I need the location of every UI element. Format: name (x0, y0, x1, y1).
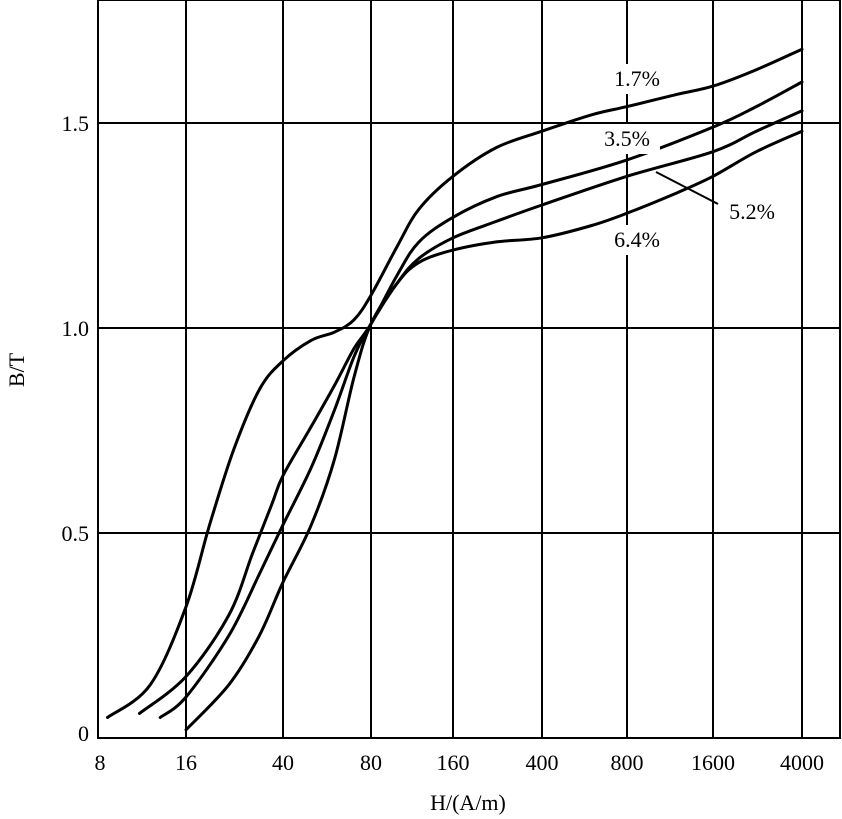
grid-lines (98, 0, 840, 738)
curve-label-1: 1.7% (614, 66, 660, 91)
plot-frame (97, 0, 841, 739)
x-tick-label: 80 (360, 750, 382, 775)
curve-label-3: 5.2% (729, 199, 775, 224)
x-tick-label: 1600 (691, 750, 735, 775)
curve-label-bg (594, 124, 660, 154)
series-line-4 (184, 129, 804, 732)
x-tick-label: 160 (437, 750, 470, 775)
curve-labels: 1.7% 3.5% 5.2% 6.4% (594, 64, 787, 255)
x-tick-label: 16 (175, 750, 197, 775)
y-tick-label: 1.5 (62, 111, 90, 136)
y-tick-label: 0.5 (62, 521, 90, 546)
x-tick-label: 8 (95, 750, 106, 775)
curve-label-leader (655, 171, 719, 205)
curve-label-4: 6.4% (614, 227, 660, 252)
x-tick-label: 800 (611, 750, 644, 775)
series-line-1 (106, 47, 804, 719)
tick-labels: 8 16 40 80 160 400 800 1600 4000 0 0.5 1.0 1.5 (62, 111, 825, 775)
x-tick-label: 400 (526, 750, 559, 775)
x-axis-title: H/(A/m) (430, 790, 506, 815)
curve-label-bg (604, 225, 670, 255)
curve-label-bg (604, 64, 670, 94)
y-tick-label: 0 (78, 721, 89, 746)
x-tick-label: 40 (272, 750, 294, 775)
x-tick-label: 4000 (780, 750, 824, 775)
series-layer (106, 47, 804, 732)
curve-label-bg (719, 197, 787, 227)
curve-label-2: 3.5% (604, 126, 650, 151)
y-axis-title: B/T (4, 352, 29, 387)
y-tick-label: 1.0 (62, 316, 90, 341)
